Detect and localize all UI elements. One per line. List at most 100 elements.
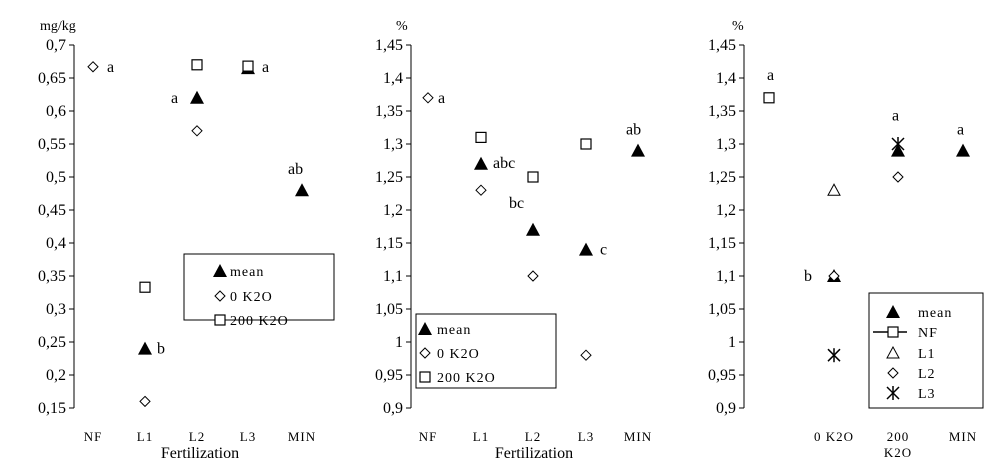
x-category-label: L2: [525, 429, 541, 444]
y-tick-label: 1,3: [383, 136, 403, 153]
legend: mean NF L1 L2 L3: [868, 292, 984, 409]
legend-marker: [419, 347, 431, 359]
y-tick-label: 0,6: [46, 103, 66, 120]
data-point-200-k2o: [527, 171, 539, 183]
y-unit-label: %: [396, 19, 408, 34]
data-point-l3: [891, 137, 905, 151]
legend-entry: mean: [230, 265, 264, 280]
y-tick-label: 0,55: [38, 136, 66, 153]
legend-box: [415, 313, 557, 389]
data-point-mean: [138, 341, 152, 355]
data-point-0-k2o: [191, 125, 203, 137]
legend-entry: mean: [437, 323, 471, 338]
y-tick-label: 0,9: [383, 400, 403, 417]
y-tick-label: 1,2: [716, 202, 736, 219]
y-tick-label: 0,45: [38, 202, 66, 219]
data-point-mean: [474, 156, 488, 170]
y-tick-label: 1,35: [708, 103, 736, 120]
legend-marker: [214, 314, 226, 326]
data-point-200-k2o: [191, 59, 203, 71]
data-point-0-k2o: [422, 92, 434, 104]
x-category-label: 0 K2O: [814, 429, 854, 444]
y-tick-label: 0,4: [46, 235, 66, 252]
legend-marker: [418, 322, 432, 335]
significance-letter: bc: [509, 195, 524, 212]
significance-letter: a: [957, 122, 964, 139]
y-tick-label: 0,95: [708, 367, 736, 384]
x-category-label: MIN: [624, 429, 652, 444]
y-tick-label: 0,95: [375, 367, 403, 384]
data-point-0-k2o: [139, 395, 151, 408]
y-tick-label: 0,35: [38, 268, 66, 285]
chart-panel-1: 0,15 0,2 0,25 0,3 0,35 0,4 0,45 0,5 0,55 0,6 0,65 0…: [38, 19, 335, 462]
y-tick-label: 1,05: [708, 301, 736, 318]
legend-entry: L1: [918, 347, 936, 362]
significance-letter: c: [600, 242, 607, 259]
data-point-200-k2o: [139, 281, 151, 293]
data-point-0-k2o: [580, 349, 592, 361]
y-tick-label: 0,15: [38, 400, 66, 417]
x-category-label: 200: [887, 429, 910, 444]
y-tick-label: 0,7: [46, 37, 66, 54]
legend-box: [183, 253, 335, 321]
data-point-mean: [579, 242, 593, 256]
data-point-mean: [631, 143, 645, 157]
data-point-mean: [956, 143, 970, 157]
legend-marker: [887, 367, 899, 379]
y-tick-label: 1: [395, 334, 403, 351]
y-tick-label: 1,25: [708, 169, 736, 186]
x-category-label: L1: [473, 429, 489, 444]
data-point-0-k2o: [87, 61, 99, 73]
legend-marker: [214, 290, 226, 302]
legend-marker: [886, 305, 900, 318]
significance-letter: b: [157, 341, 165, 358]
data-point-l2: [828, 270, 840, 282]
legend-marker: [886, 386, 900, 400]
data-point-mean: [190, 90, 204, 104]
y-tick-label: 1,3: [716, 136, 736, 153]
y-tick-label: 1,25: [375, 169, 403, 186]
legend-marker: [419, 371, 431, 383]
significance-letter: a: [171, 90, 178, 107]
x-axis-label: Fertilization: [161, 445, 239, 462]
y-tick-label: 0,2: [46, 367, 66, 384]
y-tick-label: 1,4: [716, 70, 736, 87]
data-point-0-k2o: [475, 184, 487, 196]
legend-entry: 0 K2O: [230, 290, 273, 305]
legend-marker: [886, 345, 900, 359]
x-category-label: L1: [137, 429, 153, 444]
y-tick-label: 0,9: [716, 400, 736, 417]
significance-letter: ab: [626, 122, 641, 139]
y-tick-label: 1,35: [375, 103, 403, 120]
y-tick-label: 1,45: [375, 37, 403, 54]
y-tick-label: 1,1: [383, 268, 403, 285]
legend-entry: 0 K2O: [437, 347, 480, 362]
chart-panel-3: 0,9 0,95 1 1,05 1,1 1,15 1,2 1,25 1,3 1,35 1,4 1,45…: [708, 19, 984, 460]
y-tick-label: 1,15: [708, 235, 736, 252]
legend-entry: mean: [918, 306, 952, 321]
data-point-0-k2o: [527, 270, 539, 282]
y-tick-label: 1,05: [375, 301, 403, 318]
significance-letter: b: [804, 268, 812, 285]
data-point-l1: [827, 183, 841, 196]
data-point-mean: [526, 222, 540, 236]
x-category-label: L3: [578, 429, 594, 444]
significance-letter: abc: [493, 155, 515, 172]
y-tick-label: 0,5: [46, 169, 66, 186]
y-unit-label: mg/kg: [40, 19, 76, 34]
significance-letter: a: [438, 90, 445, 107]
y-tick-label: 1: [728, 334, 736, 351]
data-point-200-k2o: [242, 60, 254, 72]
data-point-200-k2o: [475, 131, 487, 143]
x-category-label: L2: [189, 429, 205, 444]
legend-entry: 200 K2O: [437, 371, 496, 386]
y-tick-label: 1,4: [383, 70, 403, 87]
y-tick-label: 0,65: [38, 70, 66, 87]
legend-marker: [887, 326, 899, 338]
significance-letter: a: [892, 107, 899, 124]
significance-letter: a: [107, 59, 114, 76]
y-tick-label: 1,2: [383, 202, 403, 219]
significance-letter: a: [262, 59, 269, 76]
y-tick-label: 1,45: [708, 37, 736, 54]
